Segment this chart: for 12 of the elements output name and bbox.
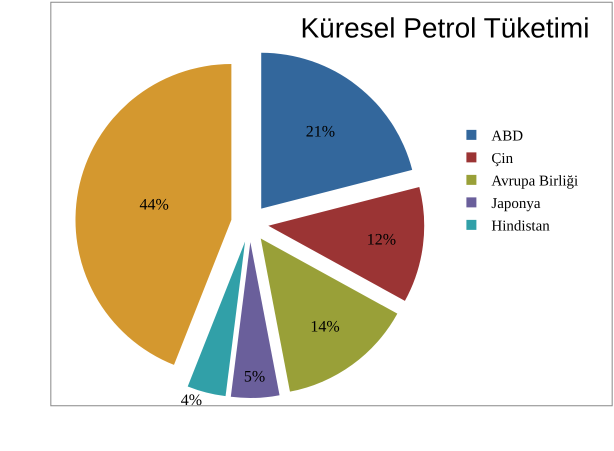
legend-label: Hindistan (491, 218, 550, 235)
legend-label: Çin (491, 151, 514, 168)
data-label: 14% (310, 318, 340, 336)
data-label: 4% (180, 392, 202, 409)
legend-label: ABD (491, 128, 524, 145)
data-label: 44% (139, 196, 169, 214)
data-label: 5% (244, 368, 266, 386)
data-label: 12% (366, 232, 396, 249)
legend-label: Japonya (491, 196, 541, 212)
data-label: 21% (306, 124, 336, 141)
chart-title: Küresel Petrol Tüketimi (300, 12, 590, 44)
legend-label: Avrupa Birliği (491, 174, 578, 190)
